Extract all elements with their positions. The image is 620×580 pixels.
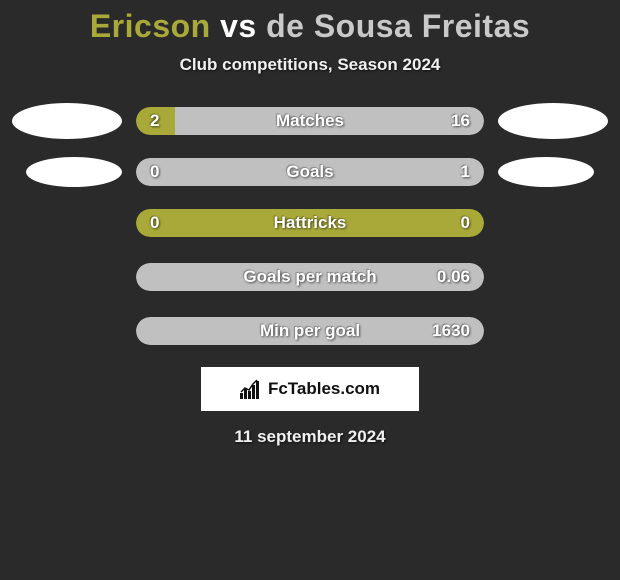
stat-label: Goals per match xyxy=(243,267,376,287)
spacer xyxy=(498,205,608,241)
date: 11 september 2024 xyxy=(0,427,620,447)
logo-box: FcTables.com xyxy=(201,367,419,411)
stat-row: 2 Matches 16 xyxy=(0,103,620,139)
player2-name: de Sousa Freitas xyxy=(266,8,530,44)
stat-bar: 0 Goals 1 xyxy=(136,158,484,186)
spacer xyxy=(498,259,608,295)
stat-bar: 0 Hattricks 0 xyxy=(136,209,484,237)
stat-value-right: 0.06 xyxy=(437,267,470,287)
stat-row: 0 Goals 1 xyxy=(0,157,620,187)
stat-value-right: 0 xyxy=(461,213,470,233)
page-title: Ericson vs de Sousa Freitas xyxy=(0,8,620,45)
player2-badge xyxy=(498,103,608,139)
logo: FcTables.com xyxy=(240,379,380,399)
logo-text: FcTables.com xyxy=(268,379,380,399)
stat-label: Hattricks xyxy=(274,213,347,233)
stats-list: 2 Matches 16 0 Goals 1 0 Hattricks 0 Goals per ma… xyxy=(0,103,620,349)
stat-value-right: 1 xyxy=(461,162,470,182)
stat-row: Min per goal 1630 xyxy=(0,313,620,349)
stat-bar: 2 Matches 16 xyxy=(136,107,484,135)
stat-bar: Min per goal 1630 xyxy=(136,317,484,345)
stat-label: Matches xyxy=(276,111,344,131)
stat-value-left: 0 xyxy=(150,162,159,182)
player2-badge xyxy=(498,157,594,187)
spacer xyxy=(12,313,122,349)
stat-value-right: 1630 xyxy=(432,321,470,341)
stat-label: Goals xyxy=(286,162,333,182)
player1-badge xyxy=(12,103,122,139)
player1-badge xyxy=(26,157,122,187)
stat-row: 0 Hattricks 0 xyxy=(0,205,620,241)
spacer xyxy=(12,205,122,241)
player1-name: Ericson xyxy=(90,8,211,44)
subtitle: Club competitions, Season 2024 xyxy=(0,55,620,75)
stat-value-left: 0 xyxy=(150,213,159,233)
stat-value-left: 2 xyxy=(150,111,159,131)
stat-row: Goals per match 0.06 xyxy=(0,259,620,295)
comparison-card: Ericson vs de Sousa Freitas Club competi… xyxy=(0,0,620,447)
stat-value-right: 16 xyxy=(451,111,470,131)
spacer xyxy=(12,259,122,295)
stat-bar: Goals per match 0.06 xyxy=(136,263,484,291)
bar-chart-icon xyxy=(240,379,262,399)
vs-label: vs xyxy=(220,8,257,44)
stat-label: Min per goal xyxy=(260,321,360,341)
spacer xyxy=(498,313,608,349)
